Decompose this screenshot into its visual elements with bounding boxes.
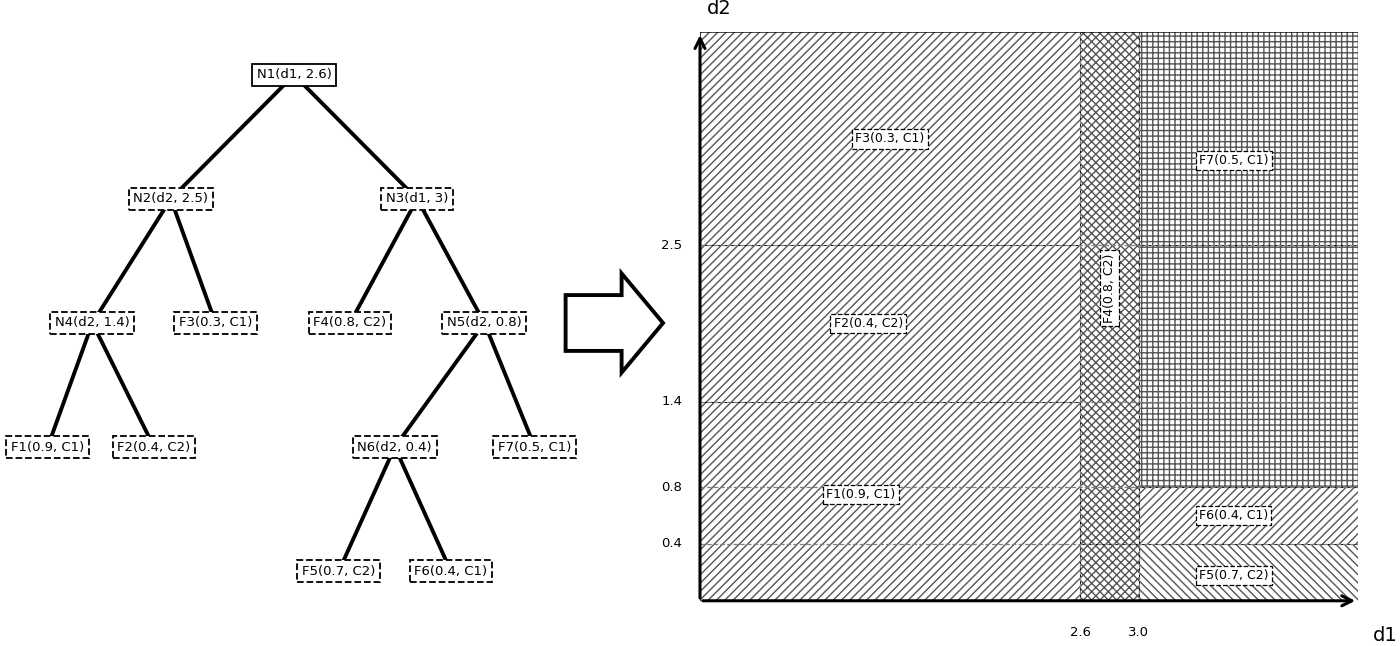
Bar: [700, 32, 1081, 245]
Text: F5(0.7, C2): F5(0.7, C2): [1198, 568, 1268, 581]
Text: F2(0.4, C2): F2(0.4, C2): [118, 441, 190, 453]
Bar: [700, 402, 1081, 601]
Bar: [1138, 32, 1358, 245]
Text: d1: d1: [1372, 627, 1397, 645]
Text: N6(d2, 0.4): N6(d2, 0.4): [357, 441, 433, 453]
Bar: [1081, 32, 1138, 544]
Text: N1(d1, 2.6): N1(d1, 2.6): [256, 68, 332, 81]
Bar: [700, 402, 1081, 601]
Text: F4(0.8, C2): F4(0.8, C2): [1103, 253, 1116, 323]
Text: N5(d2, 0.8): N5(d2, 0.8): [447, 317, 522, 329]
Text: N4(d2, 1.4): N4(d2, 1.4): [55, 317, 130, 329]
Text: d2: d2: [707, 0, 732, 18]
Bar: [700, 32, 1081, 245]
Bar: [1081, 32, 1138, 544]
Text: 0.4: 0.4: [662, 537, 682, 550]
Text: F6(0.4, C1): F6(0.4, C1): [1198, 509, 1268, 522]
Text: F6(0.4, C1): F6(0.4, C1): [414, 565, 487, 578]
Polygon shape: [566, 273, 664, 373]
Bar: [1081, 544, 1138, 601]
Bar: [1138, 487, 1358, 544]
Bar: [1138, 245, 1358, 487]
Text: N2(d2, 2.5): N2(d2, 2.5): [133, 193, 209, 205]
Bar: [1081, 544, 1138, 601]
Bar: [1138, 544, 1358, 601]
Text: F1(0.9, C1): F1(0.9, C1): [826, 488, 896, 501]
Text: 1.4: 1.4: [661, 395, 682, 408]
Bar: [1138, 544, 1358, 601]
Text: F3(0.3, C1): F3(0.3, C1): [855, 132, 925, 145]
Bar: [1138, 487, 1358, 544]
Bar: [700, 245, 1081, 402]
Text: F1(0.9, C1): F1(0.9, C1): [11, 441, 84, 453]
Text: F2(0.4, C2): F2(0.4, C2): [833, 317, 903, 330]
Text: F5(0.7, C2): F5(0.7, C2): [302, 565, 375, 578]
Text: 0.8: 0.8: [662, 481, 682, 494]
Text: 2.5: 2.5: [661, 239, 682, 252]
Text: N3(d1, 3): N3(d1, 3): [386, 193, 448, 205]
Text: 3.0: 3.0: [1128, 627, 1149, 640]
Text: F7(0.5, C1): F7(0.5, C1): [1198, 154, 1268, 167]
Text: F4(0.8, C2): F4(0.8, C2): [314, 317, 386, 329]
Text: F3(0.3, C1): F3(0.3, C1): [179, 317, 252, 329]
Text: 2.6: 2.6: [1070, 627, 1091, 640]
Bar: [1138, 245, 1358, 487]
Text: F7(0.5, C1): F7(0.5, C1): [498, 441, 571, 453]
Bar: [1138, 32, 1358, 245]
Bar: [700, 245, 1081, 402]
